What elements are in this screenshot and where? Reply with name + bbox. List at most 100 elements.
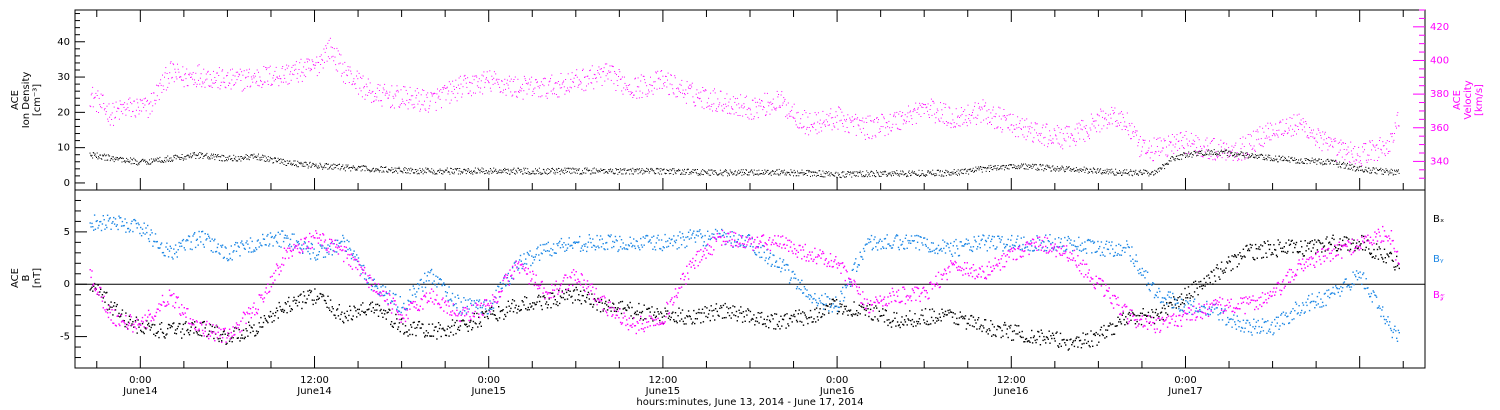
- velocity-point: [1320, 137, 1322, 139]
- density-point: [360, 166, 361, 168]
- density-point: [1354, 166, 1356, 168]
- density-point: [901, 173, 903, 175]
- velocity-point: [1089, 127, 1091, 129]
- bx-point: [514, 307, 516, 309]
- bx-point: [181, 337, 183, 339]
- velocity-point: [162, 85, 164, 87]
- velocity-point: [207, 71, 209, 73]
- velocity-point: [681, 79, 683, 81]
- density-point: [884, 170, 886, 172]
- velocity-point: [1080, 128, 1082, 130]
- velocity-point: [733, 113, 735, 115]
- bx-point: [214, 326, 216, 329]
- velocity-point: [1002, 115, 1004, 117]
- velocity-point: [350, 70, 352, 72]
- velocity-point: [538, 96, 540, 98]
- velocity-point: [1305, 121, 1307, 122]
- velocity-point: [674, 75, 676, 77]
- density-point: [745, 169, 747, 171]
- velocity-point: [566, 90, 568, 92]
- velocity-point: [1331, 141, 1333, 143]
- velocity-point: [878, 132, 880, 133]
- density-point: [851, 172, 853, 174]
- velocity-point: [1121, 129, 1123, 131]
- bx-point: [192, 323, 194, 325]
- density-point: [1284, 156, 1286, 158]
- bx-point: [462, 319, 464, 321]
- density-point: [1377, 169, 1379, 171]
- velocity-point: [363, 86, 365, 87]
- density-point: [336, 165, 338, 167]
- bx-point: [499, 310, 502, 313]
- density-point: [858, 171, 860, 173]
- velocity-point: [531, 76, 533, 78]
- velocity-point: [589, 69, 591, 71]
- velocity-point: [357, 78, 359, 80]
- velocity-point: [193, 84, 195, 85]
- bx-point: [368, 308, 370, 310]
- bx-point: [141, 322, 144, 325]
- velocity-point: [117, 107, 118, 109]
- velocity-point: [493, 77, 495, 79]
- velocity-point: [288, 82, 290, 84]
- density-point: [830, 172, 832, 174]
- velocity-point: [923, 113, 925, 114]
- density-point: [526, 172, 528, 174]
- velocity-point: [1114, 107, 1116, 109]
- density-point: [749, 171, 751, 173]
- density-point: [297, 160, 299, 162]
- density-point: [175, 154, 177, 156]
- density-point: [454, 168, 456, 170]
- density-point: [353, 166, 355, 168]
- velocity-point: [1178, 140, 1180, 142]
- velocity-point: [898, 113, 900, 115]
- velocity-point: [1324, 131, 1326, 133]
- density-point: [1081, 170, 1083, 172]
- bx-point: [493, 314, 495, 316]
- top-left-tick-label: 0: [64, 178, 70, 189]
- density-point: [675, 173, 677, 175]
- bx-point: [756, 320, 759, 323]
- density-point: [521, 170, 523, 172]
- density-point: [951, 171, 953, 173]
- velocity-point: [583, 90, 585, 92]
- density-point: [1023, 168, 1025, 170]
- bx-point: [650, 317, 652, 320]
- velocity-point: [365, 83, 367, 85]
- velocity-point: [1181, 145, 1183, 147]
- velocity-point: [1211, 139, 1213, 141]
- bx-point: [451, 325, 453, 327]
- velocity-point: [521, 88, 523, 90]
- velocity-point: [1363, 143, 1365, 145]
- velocity-point: [1347, 146, 1349, 148]
- density-point: [680, 173, 682, 175]
- density-point: [706, 173, 708, 174]
- density-point: [885, 174, 887, 176]
- velocity-point: [106, 105, 108, 107]
- density-point: [891, 175, 892, 177]
- density-point: [778, 168, 780, 170]
- bx-point: [218, 340, 220, 343]
- bx-point: [548, 298, 550, 300]
- density-point: [286, 160, 288, 162]
- velocity-point: [422, 104, 424, 106]
- velocity-point: [460, 83, 462, 85]
- bx-point: [316, 295, 319, 298]
- velocity-point: [546, 92, 548, 94]
- bx-point: [796, 321, 799, 323]
- density-point: [1278, 155, 1280, 157]
- bx-point: [807, 322, 809, 325]
- velocity-point: [986, 110, 988, 112]
- top-left-tick-label: 10: [57, 143, 70, 154]
- bx-point: [628, 307, 630, 309]
- density-point: [375, 170, 377, 172]
- velocity-point: [670, 74, 672, 76]
- velocity-point: [652, 93, 654, 95]
- velocity-point: [714, 92, 716, 94]
- velocity-point: [533, 93, 535, 94]
- density-point: [1377, 169, 1378, 171]
- density-point: [1147, 173, 1149, 175]
- bx-point: [231, 341, 233, 343]
- density-point: [1018, 166, 1020, 168]
- density-point: [342, 164, 344, 166]
